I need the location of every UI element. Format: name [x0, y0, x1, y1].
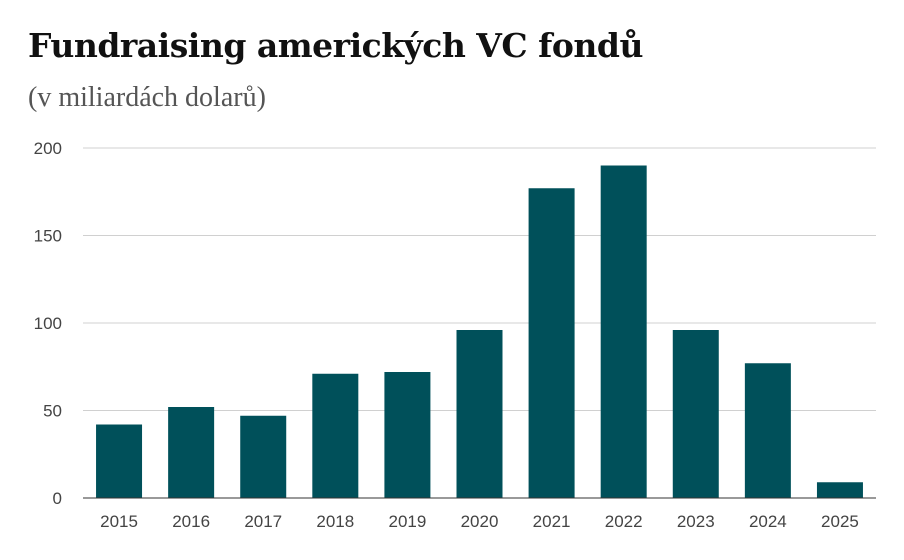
y-tick-label: 50 — [43, 402, 62, 421]
bar-2025 — [816, 482, 863, 498]
y-axis-ticks: 0 50 100 150 200 — [34, 139, 62, 508]
x-tick-label: 2018 — [316, 512, 354, 531]
bar-2021 — [528, 188, 575, 498]
y-tick-label: 0 — [53, 489, 62, 508]
x-axis-ticks: 2015 2016 2017 2018 2019 2020 2021 2022 2023 2024… — [100, 512, 859, 531]
x-tick-label: 2015 — [100, 512, 138, 531]
bar-2023 — [672, 330, 719, 498]
y-tick-label: 100 — [34, 314, 62, 333]
bar-2019 — [384, 372, 431, 498]
x-tick-label: 2017 — [244, 512, 282, 531]
x-tick-label: 2020 — [461, 512, 499, 531]
bars — [96, 165, 863, 498]
y-tick-label: 150 — [34, 227, 62, 246]
bar-2018 — [312, 373, 359, 498]
y-tick-label: 200 — [34, 139, 62, 158]
x-tick-label: 2024 — [749, 512, 787, 531]
bar-2017 — [240, 415, 287, 498]
bar-2024 — [744, 363, 791, 498]
bar-2020 — [456, 330, 503, 498]
chart-subtitle: (v miliardách dolarů) — [28, 82, 266, 113]
chart-title: Fundraising amerických VC fondů — [28, 26, 643, 65]
bar-2016 — [168, 407, 215, 498]
x-tick-label: 2016 — [172, 512, 210, 531]
x-tick-label: 2021 — [533, 512, 571, 531]
x-tick-label: 2023 — [677, 512, 715, 531]
x-tick-label: 2022 — [605, 512, 643, 531]
bar-2022 — [600, 165, 647, 498]
bar-2015 — [96, 424, 143, 498]
x-tick-label: 2025 — [821, 512, 859, 531]
x-tick-label: 2019 — [388, 512, 426, 531]
